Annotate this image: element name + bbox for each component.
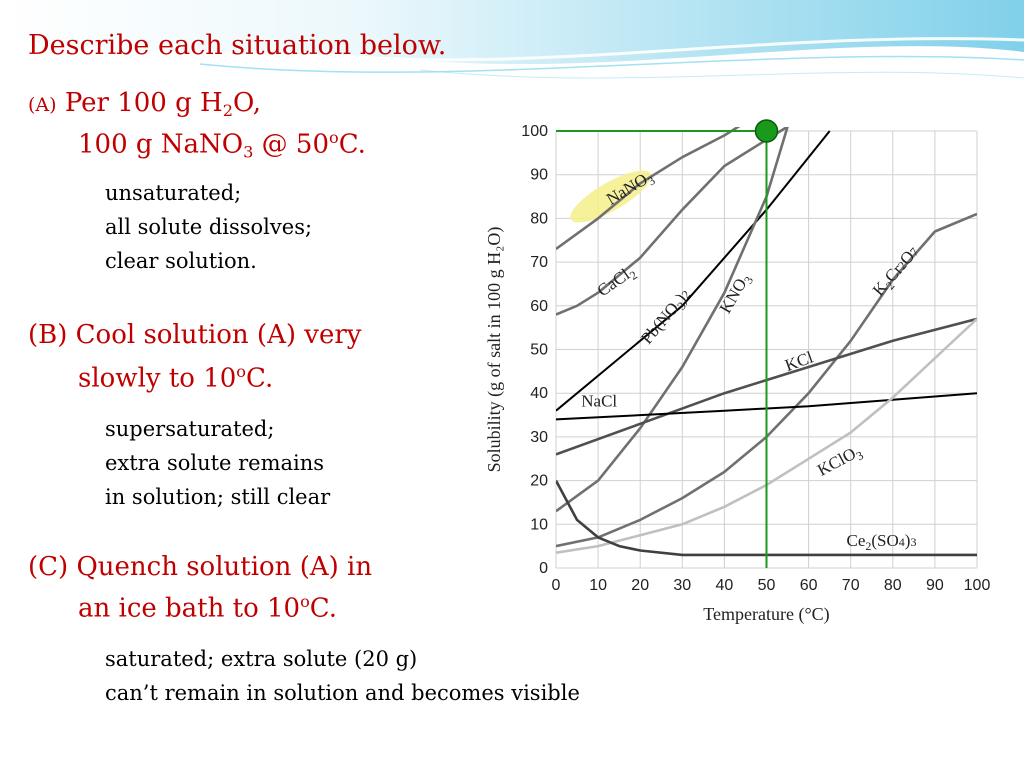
y-tick-label: 10 — [530, 516, 548, 533]
situation-a-amount: 100 g NaNO — [78, 129, 244, 160]
situation-b-unit: C. — [246, 363, 274, 394]
slide-title: Describe each situation below. — [28, 30, 447, 61]
situation-b-answer: supersaturated; extra solute remains in … — [105, 412, 330, 514]
answer-line: extra solute remains — [105, 451, 325, 475]
curve-label-ce2so43: Ce2(SO4)3 — [846, 531, 916, 553]
answer-line: in solution; still clear — [105, 485, 331, 509]
y-tick-label: 40 — [530, 385, 548, 402]
situation-c-answer: saturated; extra solute (20 g) can’t rem… — [105, 642, 580, 710]
x-tick-label: 60 — [800, 577, 818, 594]
y-tick-label: 100 — [521, 123, 548, 140]
x-tick-label: 80 — [884, 577, 902, 594]
y-tick-label: 70 — [530, 254, 548, 271]
x-tick-label: 70 — [842, 577, 860, 594]
degree-sup: o — [329, 128, 339, 147]
header-wave-decoration — [0, 0, 1024, 79]
x-tick-label: 0 — [552, 577, 561, 594]
curve-label-kclo3: KClO3 — [814, 441, 865, 482]
series-curve-ce2so43 — [556, 479, 977, 557]
series-curve-nano3 — [556, 127, 741, 251]
situation-a-text-end: O, — [232, 88, 262, 118]
nano3-highlight — [570, 170, 652, 223]
situation-a-unit: C. — [338, 129, 366, 160]
curve-label-kno3: KNO3 — [716, 270, 756, 318]
subscript: 2 — [222, 100, 233, 120]
x-tick-label: 90 — [926, 577, 944, 594]
y-tick-label: 20 — [530, 473, 548, 490]
situation-a-temp: @ 50 — [253, 129, 329, 160]
curve-label-k2cr2o7: K2Cr2O7 — [869, 242, 925, 301]
x-tick-label: 10 — [589, 577, 607, 594]
x-tick-label: 40 — [716, 577, 734, 594]
x-tick-label: 100 — [964, 577, 991, 594]
series-curve-cacl2 — [556, 127, 789, 316]
degree-sup: o — [236, 362, 246, 381]
series-curve-pbno32 — [556, 130, 831, 412]
degree-sup: o — [300, 592, 310, 611]
x-axis-label: Temperature (°C) — [703, 604, 829, 625]
y-tick-label: 90 — [530, 167, 548, 184]
y-tick-label: 30 — [530, 429, 548, 446]
answer-line: supersaturated; — [105, 417, 275, 441]
answer-line: unsaturated; — [105, 181, 242, 205]
situation-c-line1: (C) Quench solution (A) in — [28, 552, 373, 582]
solubility-chart: 0 10 20 30 40 50 60 70 80 90 100 0 10 20 30 40 50 60 70 80 9… — [484, 119, 991, 625]
curve-label-cacl2: CaCl2 — [594, 261, 640, 303]
y-tick-label: 80 — [530, 210, 548, 227]
x-tick-label: 30 — [673, 577, 691, 594]
answer-line: saturated; extra solute (20 g) — [105, 647, 418, 671]
answer-line: can’t remain in solution and becomes vis… — [105, 681, 580, 705]
situation-a-marker: (A) — [28, 94, 57, 116]
y-axis-label: Solubility (g of salt in 100 g H₂O) — [484, 227, 505, 473]
x-tick-label: 50 — [758, 577, 776, 594]
y-tick-label: 50 — [530, 342, 548, 359]
annotation-point — [754, 119, 779, 143]
x-tick-label: 20 — [631, 577, 649, 594]
situation-c-text: an ice bath to 10 — [78, 593, 301, 624]
situation-c-line2: an ice bath to 10oC. — [78, 592, 337, 624]
situation-a-line2: 100 g NaNO3 @ 50oC. — [78, 128, 366, 162]
y-tick-label: 0 — [539, 560, 548, 577]
situation-a-answer: unsaturated; all solute dissolves; clear… — [105, 176, 312, 278]
situation-b-line2: slowly to 10oC. — [78, 362, 273, 394]
situation-c-unit: C. — [309, 593, 338, 624]
curve-label-nacl: NaCl — [581, 391, 617, 410]
subscript: 3 — [243, 142, 254, 162]
situation-a-text: Per 100 g H — [64, 88, 223, 118]
situation-b-text: slowly to 10 — [78, 363, 237, 394]
situation-a-line1: (A) Per 100 g H2O, — [28, 88, 261, 120]
solubility-chart-panel: 0 10 20 30 40 50 60 70 80 90 100 0 10 20 30 40 50 60 70 80 9… — [476, 116, 1000, 632]
situation-b-line1: (B) Cool solution (A) very — [28, 320, 362, 350]
answer-line: clear solution. — [105, 249, 257, 273]
y-tick-label: 60 — [530, 298, 548, 315]
answer-line: all solute dissolves; — [105, 215, 313, 239]
curve-label-kcl: KCl — [782, 347, 815, 375]
curve-label-pbno32: Pb(NO3)2 — [637, 285, 696, 350]
